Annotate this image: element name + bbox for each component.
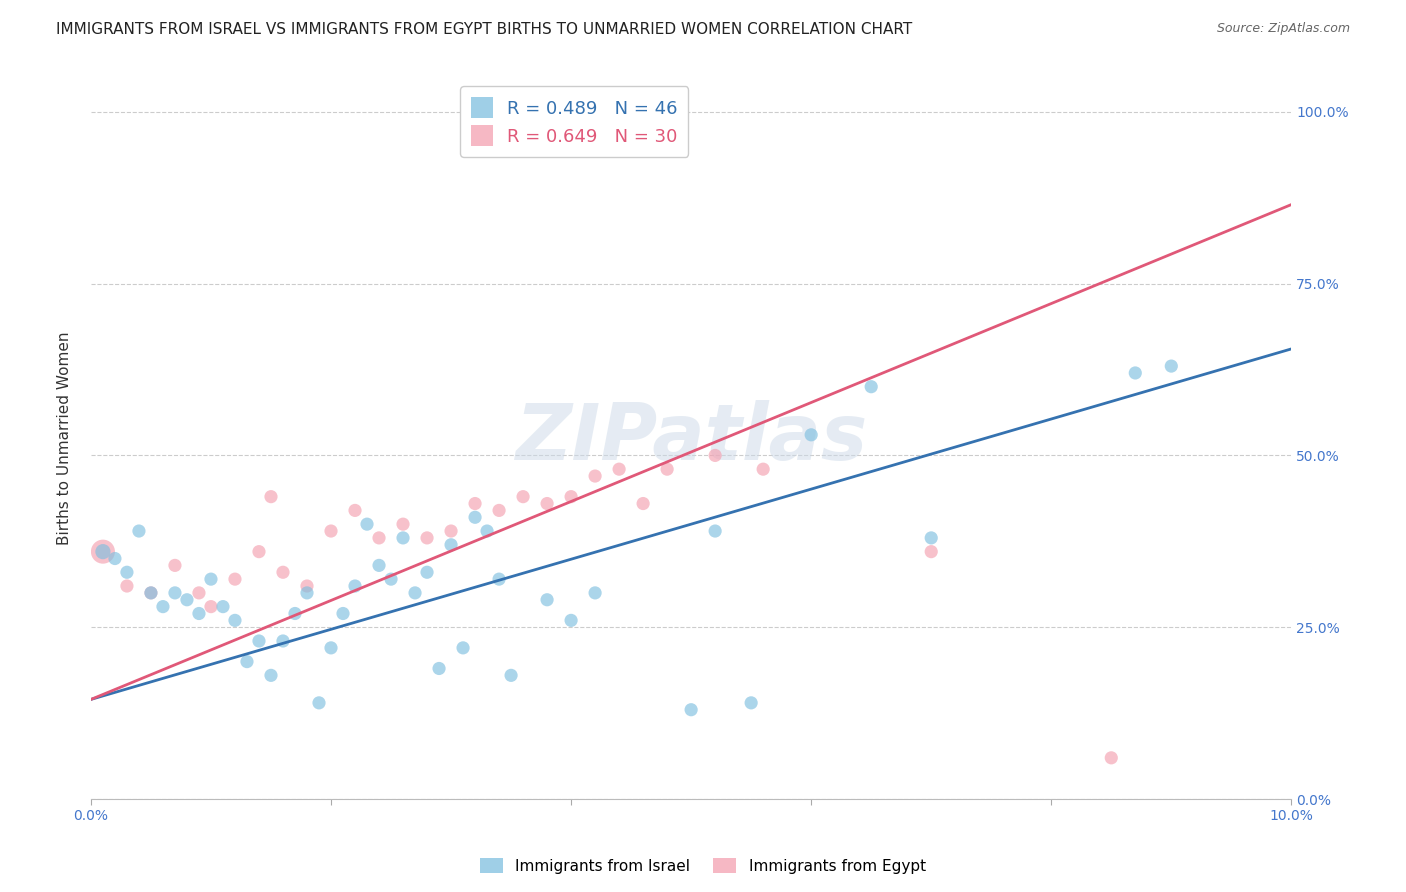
Point [440, 524, 463, 538]
Point [800, 427, 823, 442]
Point [451, 640, 474, 655]
Point [404, 586, 426, 600]
Point [655, 462, 678, 476]
Point [536, 497, 558, 511]
Point [224, 613, 246, 627]
Point [319, 524, 342, 538]
Point [344, 579, 367, 593]
Point [271, 634, 294, 648]
Text: Source: ZipAtlas.com: Source: ZipAtlas.com [1216, 22, 1350, 36]
Text: IMMIGRANTS FROM ISRAEL VS IMMIGRANTS FROM EGYPT BIRTHS TO UNMARRIED WOMEN CORREL: IMMIGRANTS FROM ISRAEL VS IMMIGRANTS FRO… [56, 22, 912, 37]
Point [368, 558, 391, 573]
Point [416, 566, 439, 580]
Point [319, 640, 342, 655]
Point [152, 599, 174, 614]
Point [247, 544, 270, 558]
Point [560, 613, 582, 627]
Point [440, 538, 463, 552]
Point [583, 586, 606, 600]
Point [247, 634, 270, 648]
Point [920, 531, 942, 545]
Point [704, 524, 727, 538]
Point [631, 497, 654, 511]
Point [188, 586, 211, 600]
Point [681, 703, 703, 717]
Point [260, 490, 283, 504]
Point [128, 524, 150, 538]
Point [464, 497, 486, 511]
Point [115, 566, 138, 580]
Point [104, 551, 127, 566]
Point [284, 607, 307, 621]
Point [583, 469, 606, 483]
Point [295, 579, 318, 593]
Point [1123, 366, 1146, 380]
Point [295, 586, 318, 600]
Point [200, 572, 222, 586]
Point [91, 544, 114, 558]
Y-axis label: Births to Unmarried Women: Births to Unmarried Women [58, 332, 72, 545]
Point [416, 531, 439, 545]
Point [224, 572, 246, 586]
Point [344, 503, 367, 517]
Point [392, 517, 415, 532]
Point [163, 558, 186, 573]
Point [920, 544, 942, 558]
Point [392, 531, 415, 545]
Legend: R = 0.489   N = 46, R = 0.649   N = 30: R = 0.489 N = 46, R = 0.649 N = 30 [460, 87, 689, 157]
Point [704, 449, 727, 463]
Point [380, 572, 402, 586]
Point [499, 668, 522, 682]
Point [464, 510, 486, 524]
Point [91, 544, 114, 558]
Point [427, 661, 450, 675]
Point [163, 586, 186, 600]
Point [1160, 359, 1182, 373]
Point [488, 503, 510, 517]
Point [200, 599, 222, 614]
Point [332, 607, 354, 621]
Point [536, 592, 558, 607]
Point [740, 696, 762, 710]
Point [139, 586, 162, 600]
Point [607, 462, 630, 476]
Point [1099, 751, 1122, 765]
Point [368, 531, 391, 545]
Point [356, 517, 378, 532]
Point [115, 579, 138, 593]
Point [512, 490, 534, 504]
Point [139, 586, 162, 600]
Point [475, 524, 498, 538]
Point [188, 607, 211, 621]
Point [176, 592, 198, 607]
Point [308, 696, 330, 710]
Point [560, 490, 582, 504]
Point [260, 668, 283, 682]
Point [271, 566, 294, 580]
Point [236, 655, 259, 669]
Point [488, 572, 510, 586]
Legend: Immigrants from Israel, Immigrants from Egypt: Immigrants from Israel, Immigrants from … [474, 852, 932, 880]
Text: ZIPatlas: ZIPatlas [515, 401, 868, 476]
Point [860, 380, 883, 394]
Point [212, 599, 235, 614]
Point [752, 462, 775, 476]
